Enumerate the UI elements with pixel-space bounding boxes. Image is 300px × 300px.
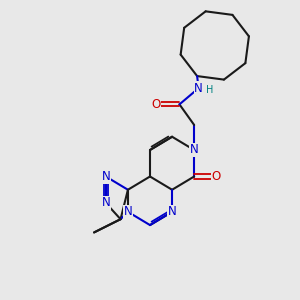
Text: N: N (190, 143, 199, 157)
Text: N: N (194, 82, 203, 95)
Text: N: N (101, 196, 110, 209)
Text: O: O (151, 98, 160, 111)
Text: H: H (206, 85, 214, 94)
Text: O: O (212, 170, 221, 183)
Text: N: N (124, 205, 132, 218)
Text: N: N (168, 205, 176, 218)
Text: N: N (101, 170, 110, 183)
